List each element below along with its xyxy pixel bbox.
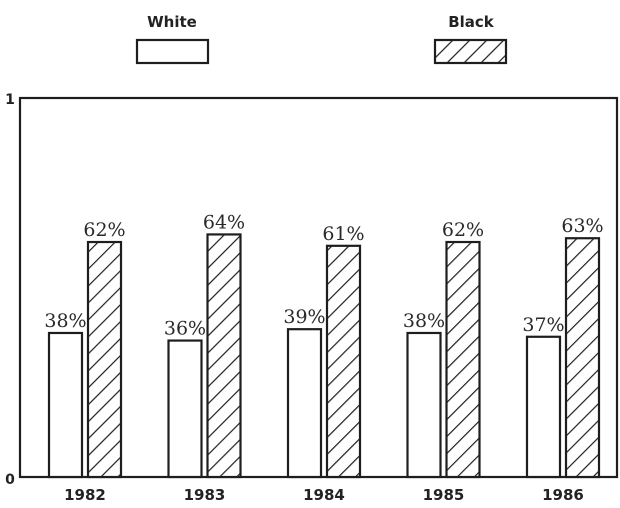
data-label-black-1982: 62% <box>83 219 125 241</box>
bar-black-1985 <box>445 240 481 479</box>
x-tick-1986: 1986 <box>542 486 584 504</box>
data-label-black-1984: 61% <box>322 223 364 245</box>
data-label-white-1984: 39% <box>283 306 325 328</box>
x-tick-1983: 1983 <box>184 486 226 504</box>
legend-swatch-white <box>135 38 210 65</box>
legend-label-black: Black <box>448 13 495 31</box>
legend: White Black <box>135 13 508 65</box>
bar-white-1983 <box>167 339 203 479</box>
bar-white-1982 <box>47 331 84 479</box>
bar-black-1984 <box>325 244 362 479</box>
bar-black-1986 <box>564 237 601 479</box>
data-label-black-1985: 62% <box>442 219 484 241</box>
bar-black-1982 <box>86 240 123 479</box>
bar-group: 38% 62% 36% 64% 39% 61% 38% 62% 37% 63% <box>44 211 604 479</box>
data-label-black-1986: 63% <box>561 215 603 237</box>
data-label-white-1982: 38% <box>44 310 86 332</box>
x-tick-1984: 1984 <box>303 486 345 504</box>
x-tick-1985: 1985 <box>423 486 465 504</box>
data-label-white-1986: 37% <box>522 314 564 336</box>
y-tick-bottom: 0 <box>5 472 15 488</box>
bar-white-1986 <box>525 335 562 479</box>
bar-white-1984 <box>286 328 323 479</box>
data-label-white-1983: 36% <box>164 318 206 340</box>
x-axis-ticks: 1982 1983 1984 1985 1986 <box>64 486 584 504</box>
data-label-white-1985: 38% <box>403 310 445 332</box>
data-label-black-1983: 64% <box>203 211 245 233</box>
bar-black-1983 <box>206 233 242 479</box>
legend-label-white: White <box>147 13 197 31</box>
y-tick-top: 1 <box>5 92 15 108</box>
legend-swatch-black <box>433 38 508 65</box>
bar-white-1985 <box>406 331 442 479</box>
x-tick-1982: 1982 <box>64 486 106 504</box>
